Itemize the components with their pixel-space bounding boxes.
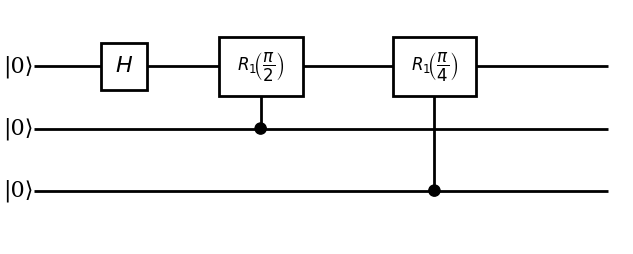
Circle shape [255, 123, 266, 134]
Circle shape [429, 185, 440, 196]
Text: |0⟩: |0⟩ [3, 117, 34, 140]
Bar [219, 37, 303, 96]
Text: |0⟩: |0⟩ [3, 179, 34, 202]
Text: $R_1\!\left(\dfrac{\pi}{2}\right)$: $R_1\!\left(\dfrac{\pi}{2}\right)$ [237, 50, 284, 83]
Text: $R_1\!\left(\dfrac{\pi}{4}\right)$: $R_1\!\left(\dfrac{\pi}{4}\right)$ [411, 50, 458, 83]
Bar [101, 43, 147, 90]
Text: $H$: $H$ [115, 55, 133, 77]
Text: |0⟩: |0⟩ [3, 55, 34, 78]
Bar [392, 37, 476, 96]
